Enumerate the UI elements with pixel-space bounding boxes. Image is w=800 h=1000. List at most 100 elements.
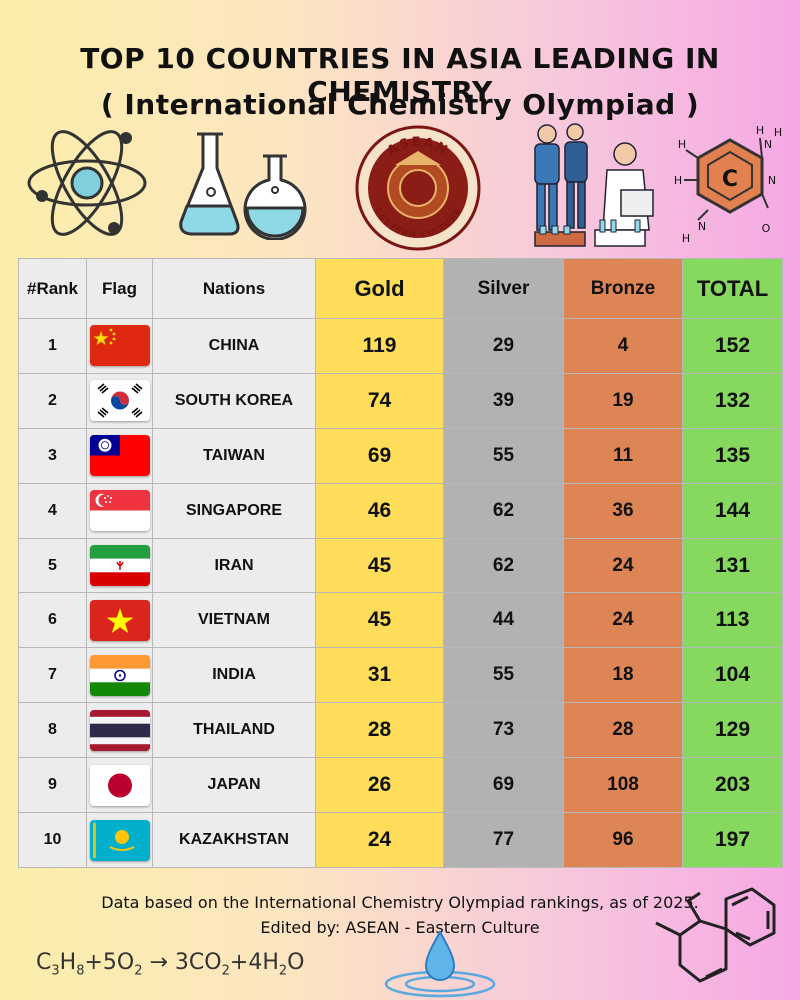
total-cell: 152 [682, 318, 783, 374]
bronze-cell: 18 [563, 647, 683, 704]
header-silver: Silver [443, 258, 564, 319]
japan-flag [89, 764, 150, 806]
credit-note: Edited by: ASEAN - Eastern Culture [260, 918, 540, 937]
flag-cell [86, 427, 153, 484]
taiwan-flag [89, 435, 150, 477]
bronze-cell: 24 [563, 537, 683, 594]
gold-cell: 31 [315, 647, 444, 704]
table-row: 5 IRAN 45 62 24 131 [18, 537, 783, 594]
rank-cell: 8 [18, 702, 87, 759]
molecule-diagram: C H H N H H N H N O [674, 124, 782, 245]
bronze-cell: 36 [563, 482, 683, 539]
header-rank: #Rank [18, 258, 87, 319]
asean-eastern-culture-logo: ASEAN EASTERN CULTURE [355, 125, 481, 251]
silver-cell: 69 [443, 757, 564, 814]
silver-cell: 44 [443, 592, 564, 649]
nation-cell: KAZAKHSTAN [152, 812, 316, 868]
header-bronze: Bronze [563, 258, 683, 319]
flag-cell [86, 537, 153, 594]
total-cell: 144 [682, 482, 783, 539]
total-cell: 203 [682, 757, 783, 814]
flag-cell [86, 812, 153, 868]
nation-cell: JAPAN [152, 757, 316, 814]
gold-cell: 46 [315, 482, 444, 539]
rank-cell: 1 [18, 318, 87, 374]
table-row: 8 THAILAND 28 73 28 129 [18, 702, 783, 759]
data-source-note: Data based on the International Chemistr… [101, 893, 699, 912]
rank-cell: 7 [18, 647, 87, 704]
atom-label: N [764, 138, 772, 151]
atom-label: H [678, 138, 686, 151]
flag-cell [86, 757, 153, 814]
header-nations: Nations [152, 258, 316, 319]
flag-cell [86, 647, 153, 704]
header-total: TOTAL [682, 258, 783, 319]
gold-cell: 69 [315, 427, 444, 484]
bronze-cell: 4 [563, 318, 683, 374]
header-flag: Flag [86, 258, 153, 319]
gold-cell: 45 [315, 537, 444, 594]
atom-label: N [768, 174, 776, 187]
nation-cell: SOUTH KOREA [152, 372, 316, 429]
silver-cell: 29 [443, 318, 564, 374]
table-header-row: #Rank Flag Nations Gold Silver Bronze TO… [18, 258, 783, 319]
rank-cell: 10 [18, 812, 87, 868]
flag-cell [86, 318, 153, 374]
bronze-cell: 96 [563, 812, 683, 868]
gold-cell: 28 [315, 702, 444, 759]
table-row: 3 TAIWAN 69 55 11 135 [18, 427, 783, 484]
india-flag [89, 654, 150, 696]
rank-cell: 5 [18, 537, 87, 594]
silver-cell: 62 [443, 482, 564, 539]
rank-cell: 2 [18, 372, 87, 429]
bronze-cell: 11 [563, 427, 683, 484]
nation-cell: CHINA [152, 318, 316, 374]
total-cell: 104 [682, 647, 783, 704]
flag-cell [86, 702, 153, 759]
molecule-center-label: C [722, 167, 738, 192]
table-row: 2 SOUTH KOREA 74 39 19 132 [18, 372, 783, 429]
silver-cell: 55 [443, 427, 564, 484]
atom-label: H [756, 124, 764, 137]
nation-cell: INDIA [152, 647, 316, 704]
table-row: 6 VIETNAM 45 44 24 113 [18, 592, 783, 649]
gold-cell: 45 [315, 592, 444, 649]
nation-cell: IRAN [152, 537, 316, 594]
kazakhstan-flag [89, 819, 150, 861]
table-row: 10 KAZAKHSTAN 24 77 96 197 [18, 812, 783, 868]
header-gold: Gold [315, 258, 444, 319]
table-row: 7 INDIA 31 55 18 104 [18, 647, 783, 704]
nation-cell: VIETNAM [152, 592, 316, 649]
silver-cell: 62 [443, 537, 564, 594]
iran-flag [89, 545, 150, 586]
atom-label: H [674, 174, 682, 187]
gold-cell: 74 [315, 372, 444, 429]
rank-cell: 9 [18, 757, 87, 814]
bronze-cell: 24 [563, 592, 683, 649]
total-cell: 132 [682, 372, 783, 429]
china-flag [89, 325, 150, 367]
bronze-cell: 28 [563, 702, 683, 759]
rank-cell: 6 [18, 592, 87, 649]
page-subtitle: ( International Chemistry Olympiad ) [100, 88, 700, 121]
atom-label: H [682, 232, 690, 245]
atom-label: H [774, 126, 782, 139]
water-drop-icon [384, 929, 496, 998]
nation-cell: TAIWAN [152, 427, 316, 484]
nation-cell: THAILAND [152, 702, 316, 759]
atom-label: N [698, 220, 706, 233]
total-cell: 197 [682, 812, 783, 868]
bronze-cell: 108 [563, 757, 683, 814]
olympiad-ranking-table: #Rank Flag Nations Gold Silver Bronze TO… [18, 258, 783, 868]
flag-cell [86, 592, 153, 649]
total-cell: 131 [682, 537, 783, 594]
organic-structure-icon [655, 887, 776, 983]
atom-label: O [762, 222, 771, 235]
gold-cell: 26 [315, 757, 444, 814]
south-korea-flag [89, 380, 150, 422]
gold-cell: 119 [315, 318, 444, 374]
total-cell: 135 [682, 427, 783, 484]
singapore-flag [89, 490, 150, 532]
atom-icon [27, 130, 147, 236]
silver-cell: 39 [443, 372, 564, 429]
